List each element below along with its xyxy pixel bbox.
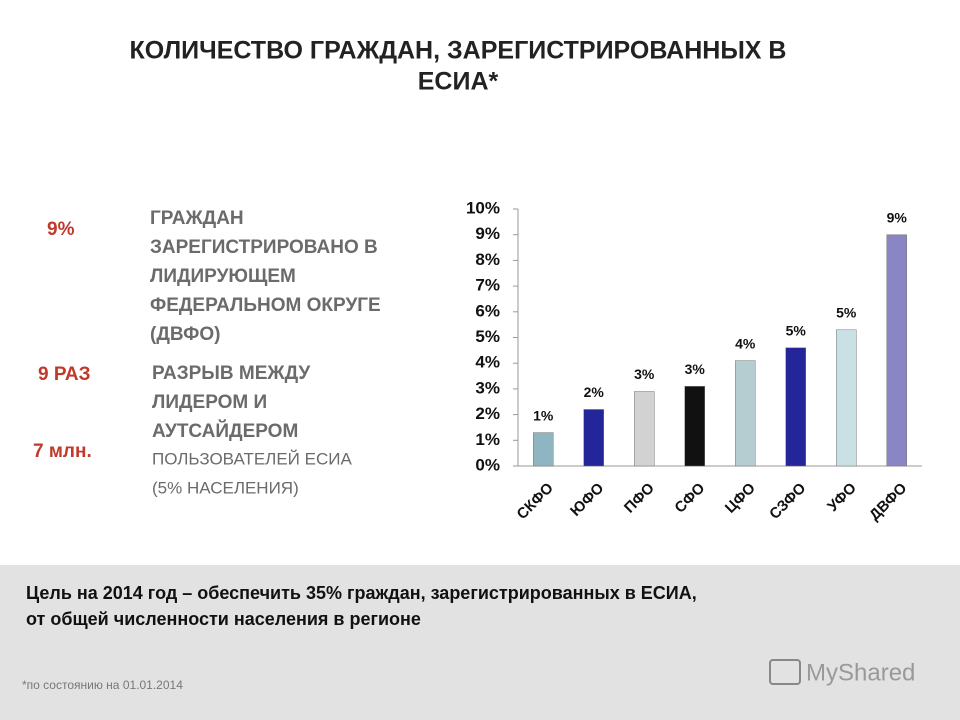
bar (836, 329, 857, 467)
fact-text: (5% НАСЕЛЕНИЯ) (152, 478, 299, 497)
value-label: 4% (735, 335, 756, 351)
fact-text: ЛИДИРУЮЩЕМ (150, 266, 296, 287)
value-label: 9% (887, 209, 908, 225)
value-label: 2% (584, 384, 605, 400)
bar (785, 347, 806, 467)
y-tick-label: 8% (475, 250, 500, 269)
value-label: 5% (836, 304, 857, 320)
fact-text: РАЗРЫВ МЕЖДУ (152, 363, 310, 384)
facts: 9% ГРАЖДАН ЗАРЕГИСТРИРОВАНО В ЛИДИРУЮЩЕМ ФЕД… (33, 208, 381, 497)
fact-text: ЛИДЕРОМ И (152, 392, 267, 413)
y-tick-label: 2% (475, 404, 500, 423)
y-tick-label: 4% (475, 353, 500, 372)
bar (634, 391, 655, 467)
fact-text: ФЕДЕРАЛЬНОМ ОКРУГЕ (150, 295, 381, 316)
y-tick-label: 0% (475, 455, 500, 474)
goal-text: от общей численности населения в регионе (26, 609, 421, 629)
footnote: *по состоянию на 01.01.2014 (22, 678, 183, 692)
goal-text: Цель на 2014 год – обеспечить 35% гражда… (26, 583, 697, 603)
y-tick-label: 6% (475, 301, 500, 320)
y-tick-label: 10% (466, 198, 500, 217)
bar (533, 432, 554, 467)
y-tick-label: 9% (475, 224, 500, 243)
y-tick-label: 1% (475, 430, 500, 449)
fact-value: 9 РАЗ (38, 364, 91, 385)
title: КОЛИЧЕСТВО ГРАЖДАН, ЗАРЕГИСТРИРОВАННЫХ В (130, 37, 787, 65)
fact-text: ПОЛЬЗОВАТЕЛЕЙ ЕСИА (152, 449, 352, 468)
fact-value: 7 млн. (33, 441, 92, 462)
value-label: 5% (786, 322, 807, 338)
value-label: 1% (533, 407, 554, 423)
value-label: 3% (634, 366, 655, 382)
goal-band (0, 565, 960, 720)
y-tick-label: 5% (475, 327, 500, 346)
fact-value: 9% (47, 219, 75, 240)
y-tick-label: 3% (475, 378, 500, 397)
bar (886, 234, 907, 467)
value-label: 3% (685, 361, 706, 377)
bar (735, 360, 756, 467)
fact-text: (ДВФО) (150, 324, 220, 345)
y-tick-label: 7% (475, 276, 500, 295)
watermark: MyShared (806, 659, 915, 686)
bar (684, 386, 705, 467)
fact-text: ЗАРЕГИСТРИРОВАНО В (150, 237, 378, 258)
bar (583, 409, 604, 467)
watermark-icon (769, 659, 801, 685)
fact-text: ГРАЖДАН (150, 208, 244, 229)
title: ЕСИА* (418, 68, 499, 96)
fact-text: АУТСАЙДЕРОМ (152, 420, 298, 442)
